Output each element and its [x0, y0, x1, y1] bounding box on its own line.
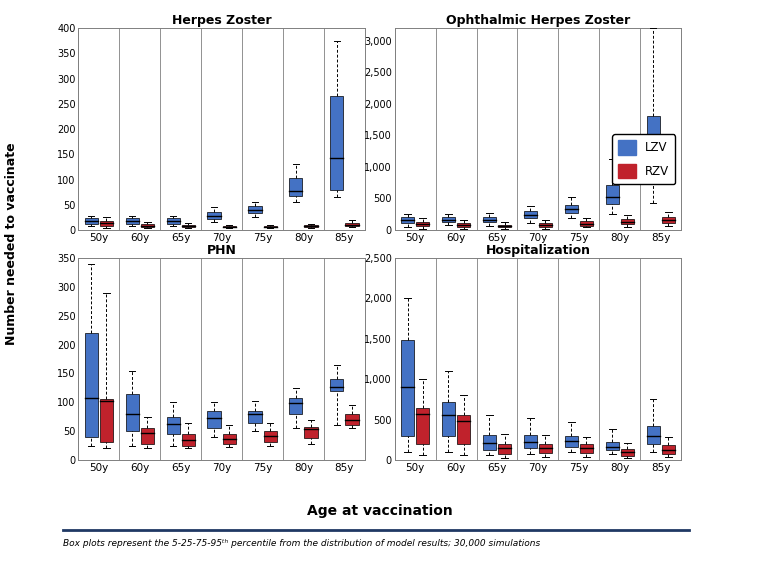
Bar	[580, 222, 593, 226]
Title: Hospitalization: Hospitalization	[485, 244, 590, 257]
Bar	[606, 442, 619, 450]
Bar	[305, 226, 318, 228]
Bar	[416, 222, 429, 226]
Bar	[290, 398, 302, 414]
Bar	[662, 445, 675, 453]
Bar	[539, 444, 552, 453]
Bar	[330, 379, 344, 391]
Bar	[457, 223, 470, 227]
Title: Herpes Zoster: Herpes Zoster	[171, 14, 272, 27]
Bar	[141, 428, 153, 444]
Bar	[401, 218, 414, 223]
Bar	[539, 223, 552, 227]
Bar	[125, 394, 139, 431]
Bar	[345, 414, 359, 425]
Bar	[401, 341, 414, 436]
Bar	[565, 436, 578, 447]
Bar	[647, 117, 660, 181]
Title: Ophthalmic Herpes Zoster: Ophthalmic Herpes Zoster	[446, 14, 630, 27]
Bar	[483, 435, 496, 449]
Bar	[85, 333, 98, 437]
Bar	[442, 218, 455, 222]
Title: PHN: PHN	[207, 244, 236, 257]
Bar	[248, 206, 262, 213]
Bar	[442, 402, 455, 436]
Bar	[647, 426, 660, 444]
Bar	[264, 226, 276, 228]
Bar	[290, 178, 302, 196]
Bar	[207, 411, 221, 428]
Bar	[606, 185, 619, 204]
Bar	[330, 96, 344, 190]
Bar	[167, 218, 179, 224]
Text: Number needed to vaccinate: Number needed to vaccinate	[5, 142, 18, 346]
Bar	[524, 435, 537, 448]
Bar	[416, 408, 429, 444]
Bar	[182, 434, 195, 445]
Bar	[498, 224, 511, 228]
Bar	[85, 218, 98, 224]
Bar	[483, 218, 496, 222]
Bar	[621, 219, 634, 224]
Bar	[345, 223, 359, 227]
Text: Age at vaccination: Age at vaccination	[307, 504, 453, 517]
Bar	[248, 411, 262, 422]
Bar	[125, 218, 139, 224]
Bar	[99, 221, 113, 226]
Bar	[182, 225, 195, 228]
Bar	[264, 431, 276, 442]
Bar	[457, 415, 470, 444]
Bar	[99, 399, 113, 442]
Bar	[222, 434, 236, 444]
Bar	[621, 449, 634, 456]
Text: Box plots represent the 5-25-75-95ᵗʰ percentile from the distribution of model r: Box plots represent the 5-25-75-95ᵗʰ per…	[63, 539, 540, 548]
Bar	[524, 211, 537, 218]
Legend: LZV, RZV: LZV, RZV	[612, 134, 675, 185]
Bar	[580, 444, 593, 453]
Bar	[222, 226, 236, 228]
Bar	[141, 224, 153, 228]
Bar	[498, 444, 511, 453]
Bar	[207, 213, 221, 219]
Bar	[565, 205, 578, 213]
Bar	[662, 217, 675, 223]
Bar	[167, 417, 179, 434]
Bar	[305, 426, 318, 438]
